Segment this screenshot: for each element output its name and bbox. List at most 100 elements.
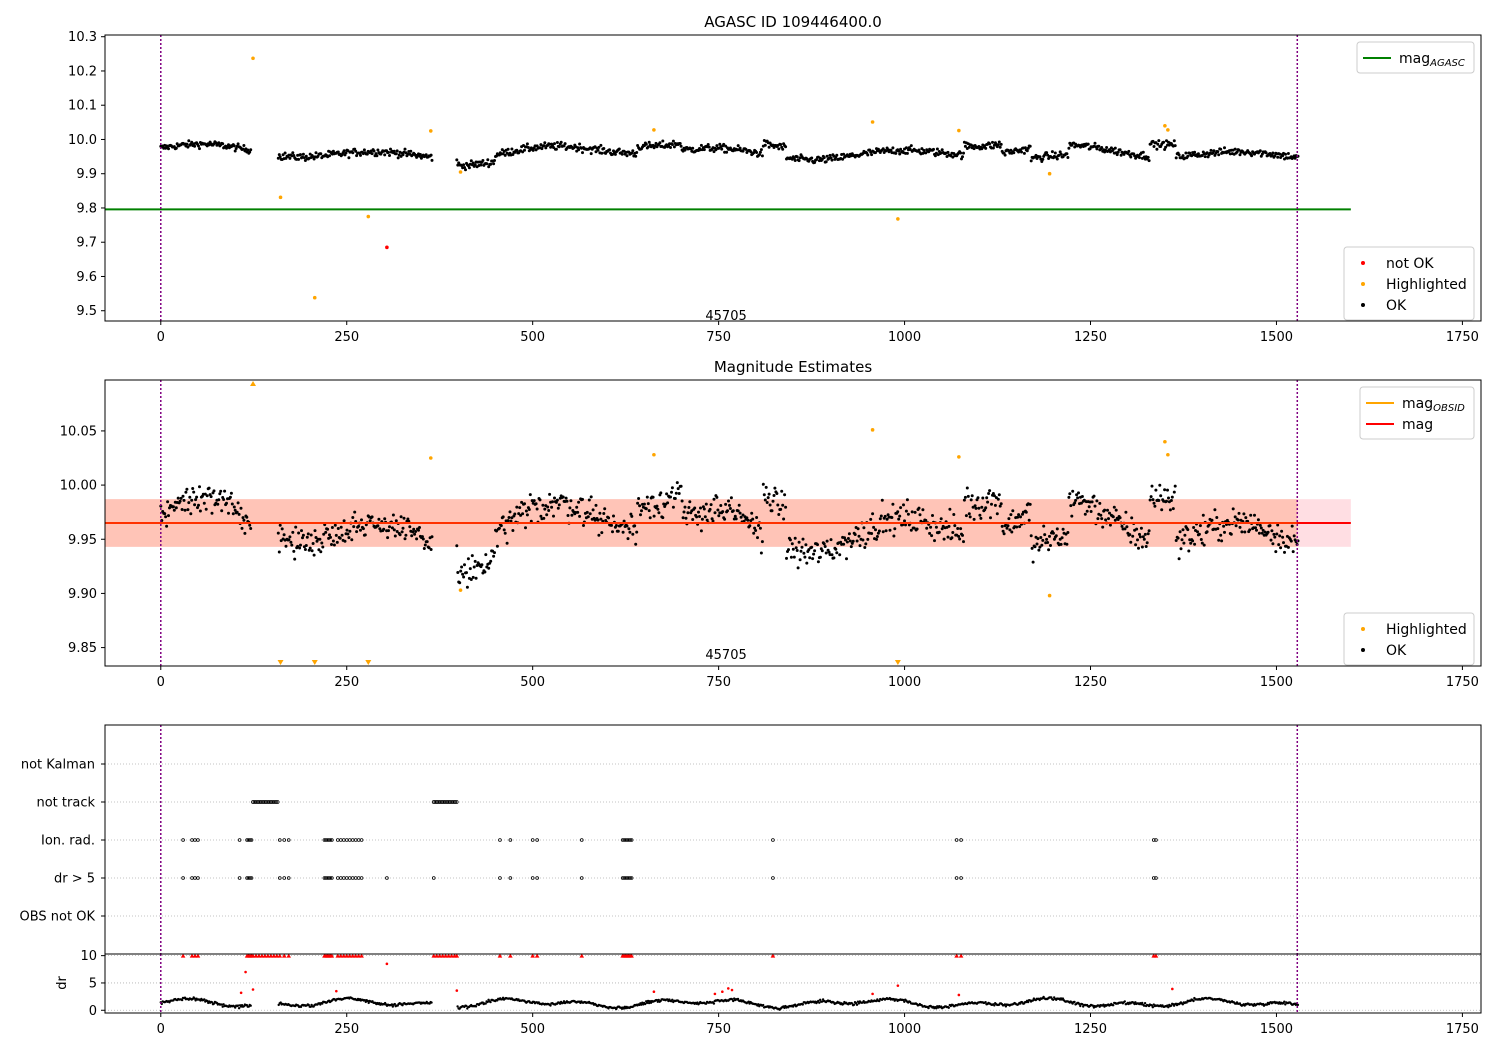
ok-point: [408, 525, 412, 529]
ok-point: [331, 539, 335, 543]
ok-point: [932, 147, 935, 151]
ok-point: [300, 529, 303, 533]
ok-point: [756, 536, 759, 540]
clipped-down-marker: [311, 660, 318, 665]
ok-point: [469, 578, 473, 581]
clipped-down-marker: [894, 660, 901, 665]
ok-point: [464, 168, 467, 172]
ok-point: [1236, 518, 1240, 522]
ok-point: [717, 146, 721, 150]
ok-point: [1223, 146, 1226, 150]
ok-point: [403, 537, 407, 541]
highlighted-point: [1047, 171, 1052, 176]
ok-point: [738, 511, 742, 515]
ok-point: [188, 495, 192, 499]
ok-point: [793, 536, 797, 540]
ok-point: [1286, 152, 1290, 155]
ok-point: [648, 516, 652, 520]
dr-clipped-marker: [530, 953, 535, 958]
ok-point: [795, 155, 799, 159]
ok-point: [931, 514, 934, 517]
ok-point: [607, 516, 611, 520]
ok-point: [245, 515, 249, 519]
ok-point: [236, 501, 240, 505]
ok-point: [485, 162, 489, 166]
ion-rad-point: [498, 838, 502, 842]
ok-point: [354, 149, 358, 153]
ok-point: [1005, 526, 1009, 530]
dr-clipped-marker: [268, 953, 274, 958]
ok-point: [669, 146, 672, 149]
ok-point: [753, 526, 757, 530]
ok-point: [1233, 147, 1237, 151]
ok-point: [314, 536, 318, 539]
ok-point: [296, 544, 300, 548]
ok-point: [404, 533, 408, 537]
ok-point: [1077, 491, 1080, 495]
ok-point: [545, 513, 549, 517]
ok-point: [1096, 517, 1100, 521]
ok-point: [460, 565, 464, 569]
dr-gt5-point: [248, 876, 252, 880]
ok-point: [872, 525, 876, 529]
ok-point: [395, 530, 399, 533]
axes-frame: [104, 953, 1482, 1014]
dr-gt5-point: [771, 876, 775, 880]
ok-point: [198, 485, 201, 489]
ok-point: [483, 570, 487, 574]
ok-point: [835, 153, 839, 157]
ok-point: [1213, 508, 1217, 512]
ok-point: [277, 153, 281, 157]
ok-point: [866, 153, 870, 157]
dr-point: [993, 1004, 996, 1007]
ok-point: [487, 566, 491, 570]
ok-point: [547, 509, 551, 512]
ok-point: [1025, 149, 1029, 153]
panel-agasc: AGASC ID 109446400.0 45705 0 250 500 750 100…: [68, 13, 1482, 345]
dr-point: [1284, 1003, 1287, 1006]
y-tick-label: 9.5: [76, 304, 97, 319]
ok-point: [1130, 516, 1134, 520]
ok-point: [897, 149, 901, 153]
ok-point: [1061, 527, 1065, 531]
ok-point: [1050, 150, 1054, 154]
ok-point: [1019, 515, 1022, 519]
ok-point: [1258, 523, 1262, 527]
ok-point: [1233, 515, 1237, 519]
ok-point: [775, 492, 779, 495]
ok-point: [970, 494, 974, 498]
ok-point: [182, 498, 186, 502]
ok-point: [652, 514, 656, 518]
ok-point: [1238, 153, 1242, 157]
ok-point: [375, 154, 379, 158]
ok-point: [243, 531, 247, 535]
ok-point: [884, 529, 888, 533]
ok-point: [1020, 150, 1023, 154]
ok-point: [864, 542, 868, 546]
ok-point: [507, 516, 511, 519]
ok-point: [610, 523, 613, 527]
dr-clipped-marker: [344, 953, 350, 958]
ok-point: [410, 534, 414, 538]
ok-point: [1101, 525, 1105, 529]
ok-point: [1045, 537, 1049, 541]
ok-point: [581, 151, 584, 155]
dr-point: [549, 1004, 552, 1007]
ok-point: [899, 147, 903, 151]
ok-point: [719, 504, 723, 507]
ok-point: [1281, 535, 1285, 539]
ok-point: [281, 153, 285, 157]
ok-point: [503, 153, 507, 157]
ok-point: [858, 544, 862, 548]
ok-point: [311, 542, 315, 545]
ok-point: [785, 556, 788, 560]
ok-point: [871, 512, 875, 516]
ok-point: [339, 525, 343, 529]
ok-point: [796, 566, 800, 570]
dr-point: [206, 999, 209, 1003]
ok-point: [388, 154, 391, 157]
ok-point: [639, 513, 642, 517]
ok-point: [293, 557, 297, 561]
ok-point: [1145, 541, 1149, 545]
ok-point: [681, 516, 685, 520]
